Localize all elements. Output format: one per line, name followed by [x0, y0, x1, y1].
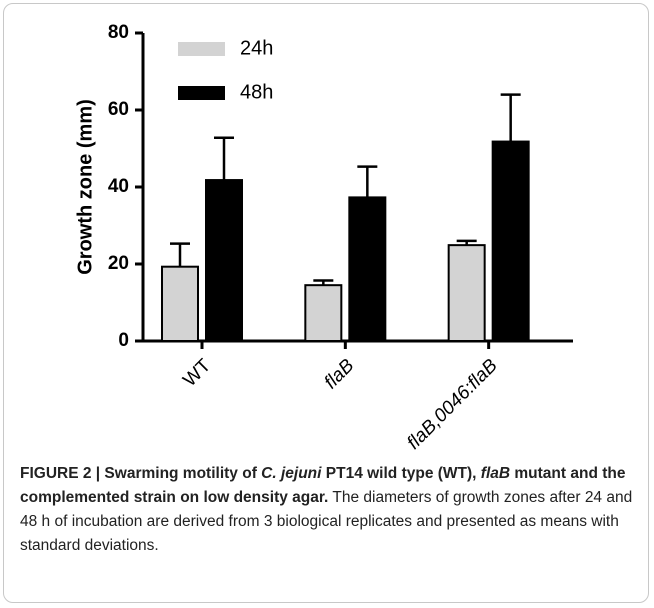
y-tick-label: 0	[118, 330, 129, 351]
caption-run: PT14 wild type (WT),	[321, 465, 481, 482]
y-tick-label: 60	[108, 99, 129, 120]
legend-swatch	[178, 86, 225, 100]
caption: FIGURE 2 | Swarming motility of C. jejun…	[20, 462, 636, 558]
caption-run: FIGURE 2 | Swarming motility of	[20, 465, 262, 482]
y-axis-label: Growth zone (mm)	[74, 99, 96, 275]
bar	[304, 284, 343, 342]
caption-run: The diameters of growth zones after 24 a…	[20, 489, 633, 554]
y-tick-label: 20	[108, 253, 129, 274]
x-tick-label: WT	[179, 355, 215, 391]
bar	[491, 140, 530, 342]
y-tick-label: 80	[108, 22, 129, 43]
caption-run: flaB	[480, 465, 511, 482]
chart: Growth zone (mm) 0 20 40 60 80 WT flaB flaB,004…	[74, 22, 573, 454]
legend-swatch	[178, 42, 225, 56]
x-tick-label: flaB,0046:flaB	[403, 355, 502, 454]
legend-label: 48h	[240, 81, 273, 103]
bar	[447, 244, 486, 342]
bar	[161, 265, 199, 343]
bar	[348, 196, 387, 342]
figure-frame	[3, 3, 649, 603]
x-tick-label: flaB	[320, 355, 358, 393]
bar	[205, 179, 243, 342]
caption-run: C. jejuni	[261, 465, 322, 482]
legend-label: 24h	[240, 37, 273, 59]
y-tick-label: 40	[108, 176, 129, 197]
caption-run: mutant and the complemented strain on lo…	[20, 465, 626, 506]
